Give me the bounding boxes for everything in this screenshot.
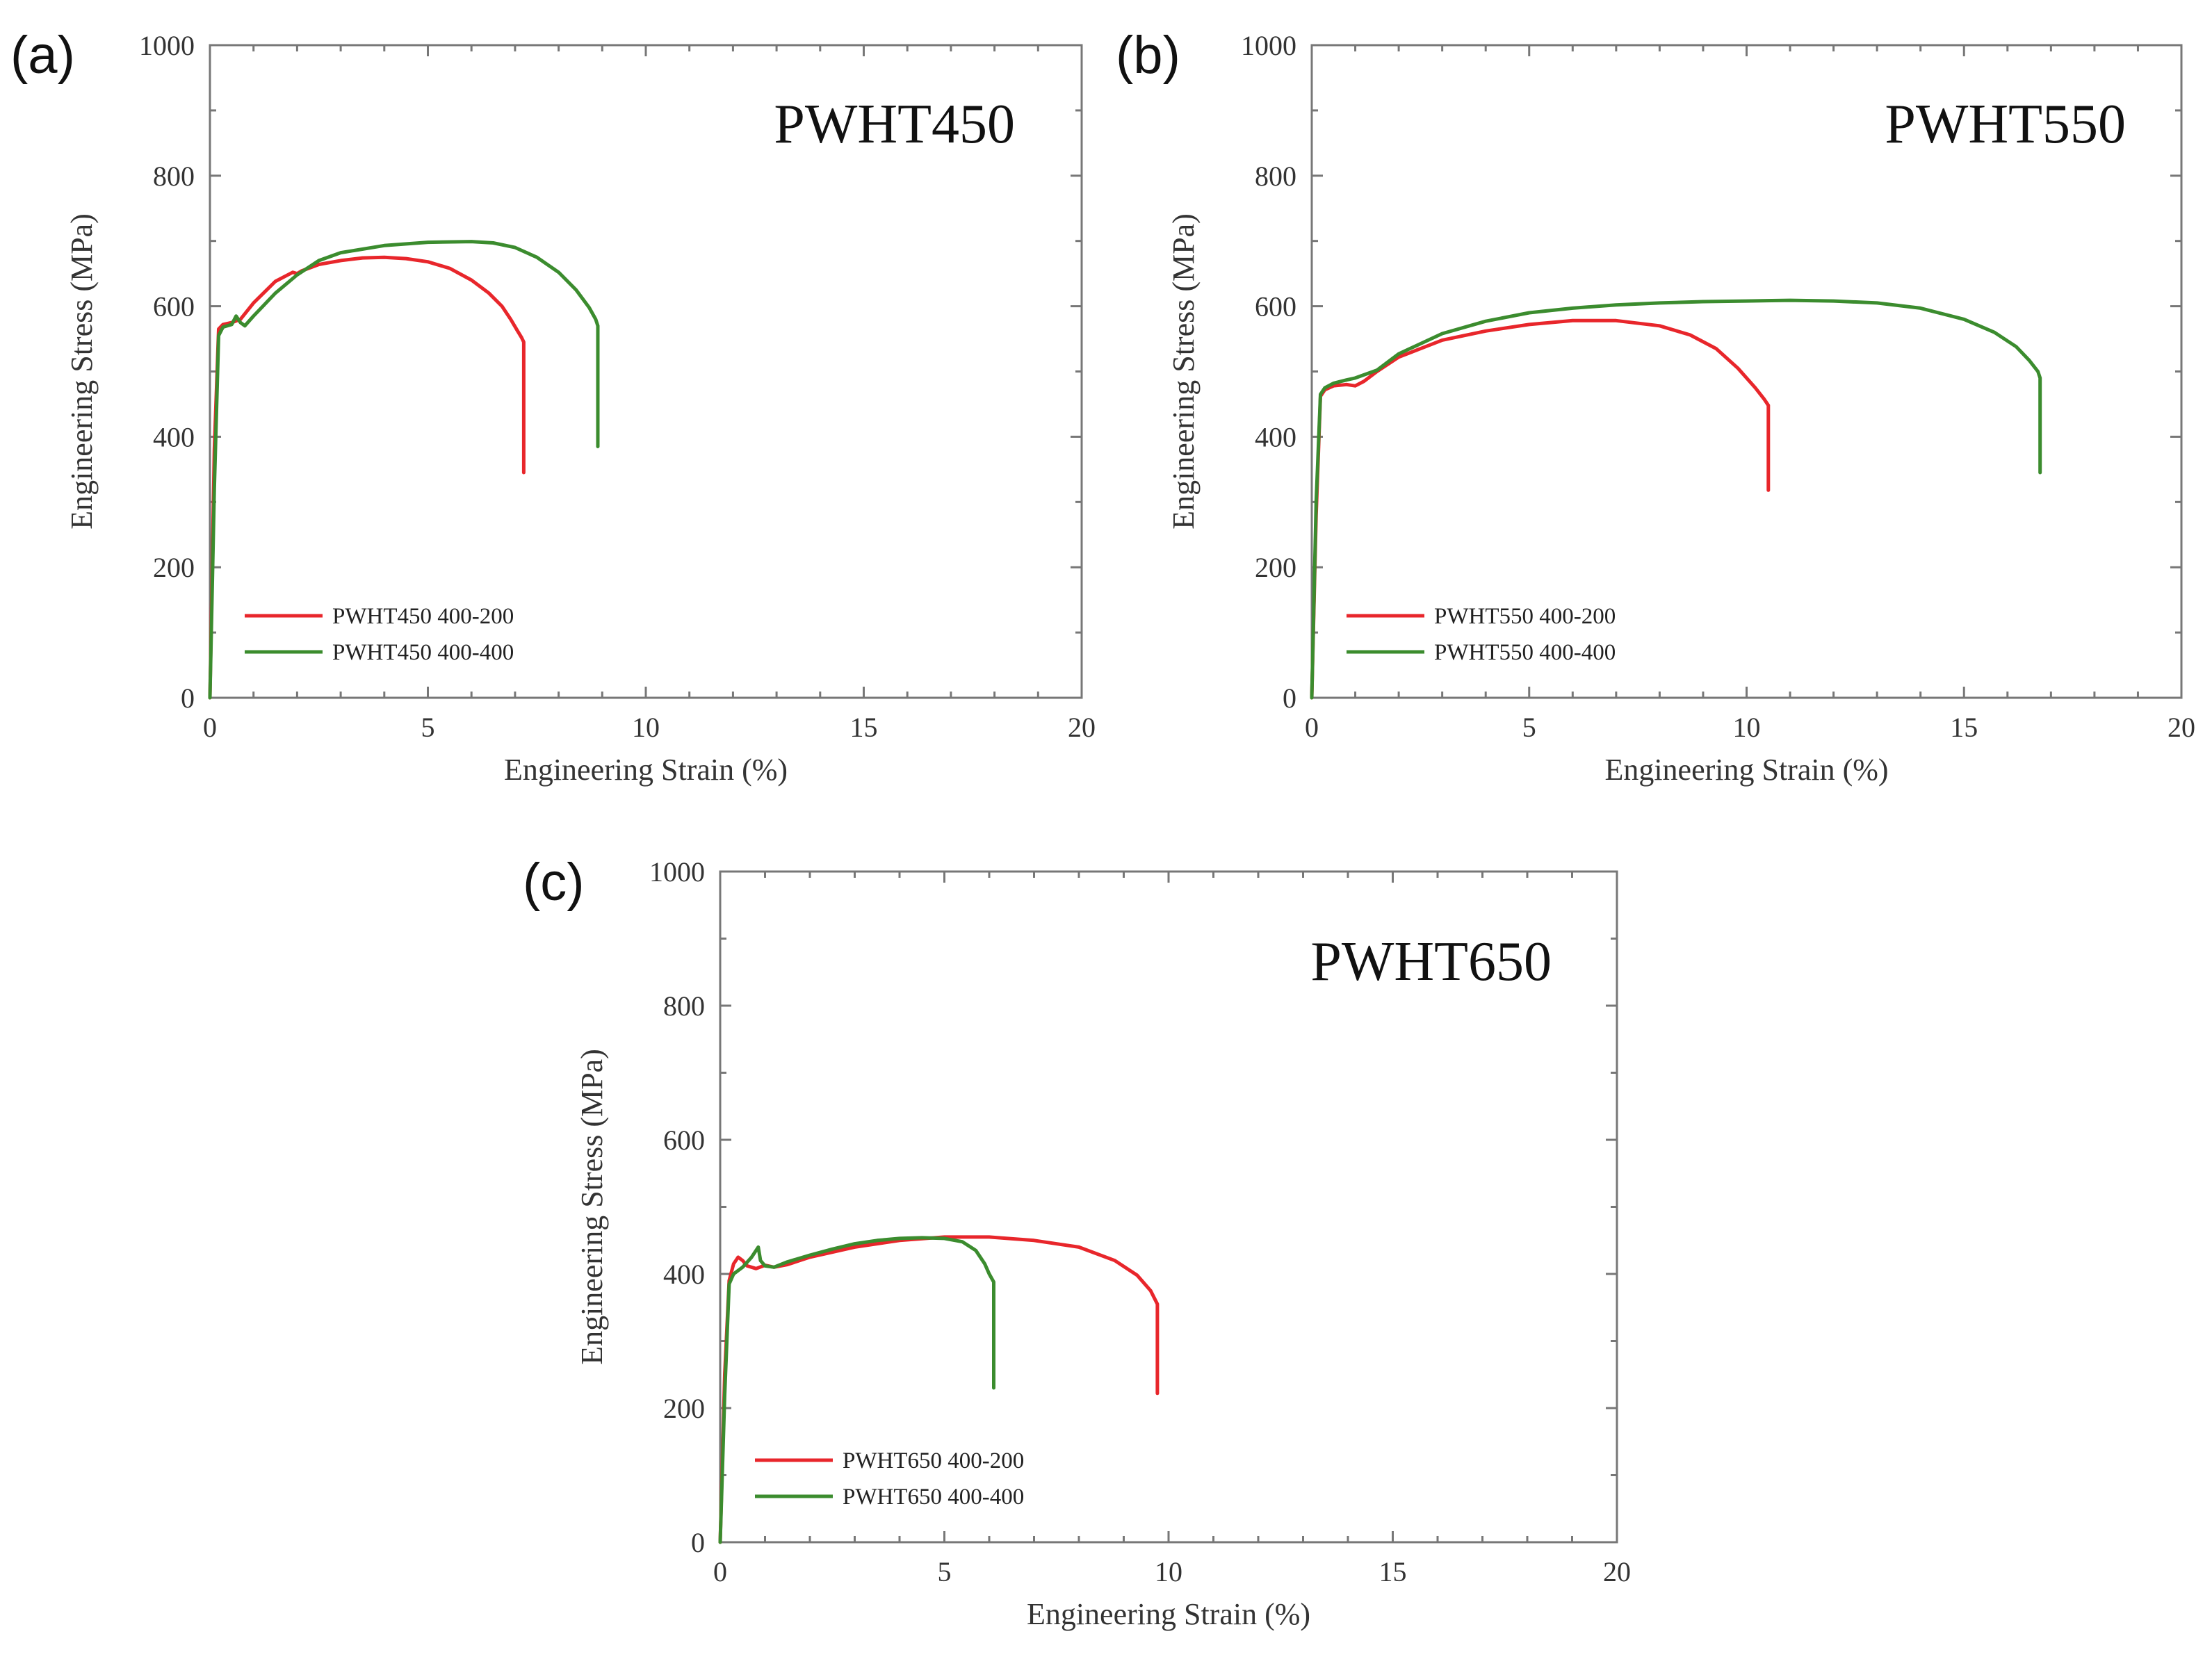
y-tick-label: 0 — [1283, 682, 1296, 714]
legend-label-1: PWHT450 400-200 — [332, 604, 514, 629]
panel-c: (c)0 5 10 15 2002004006008001000Engineering … — [523, 853, 1631, 1631]
legend-label-2: PWHT550 400-400 — [1434, 640, 1616, 665]
panel-letter: (a) — [10, 26, 75, 85]
x-tick-label: 0 — [1305, 712, 1319, 743]
y-tick-label: 600 — [1255, 291, 1296, 322]
x-tick-label: 15 — [850, 712, 878, 743]
y-tick-label: 400 — [663, 1259, 705, 1290]
x-tick-label: 20 — [1068, 712, 1096, 743]
y-tick-label: 800 — [663, 990, 705, 1022]
legend-label-2: PWHT450 400-400 — [332, 640, 514, 665]
panel-letter: (c) — [523, 853, 585, 912]
y-tick-label: 800 — [153, 161, 195, 192]
y-tick-label: 800 — [1255, 161, 1296, 192]
series-line-2 — [1310, 298, 2042, 700]
x-axis-label: Engineering Strain (%) — [504, 753, 788, 787]
y-tick-label: 1000 — [139, 30, 195, 61]
y-axis-label: Engineering Stress (MPa) — [1166, 213, 1201, 530]
x-tick-label: 5 — [421, 712, 435, 743]
legend-label-1: PWHT550 400-200 — [1434, 604, 1616, 629]
chart-title: PWHT650 — [1310, 931, 1552, 992]
chart-title: PWHT450 — [774, 94, 1015, 155]
y-tick-label: 600 — [153, 291, 195, 322]
y-tick-label: 1000 — [649, 856, 705, 888]
x-tick-label: 0 — [713, 1556, 727, 1587]
series-line-2 — [208, 240, 600, 700]
y-tick-label: 600 — [663, 1125, 705, 1156]
y-tick-label: 400 — [153, 421, 195, 452]
series-line-1 — [1310, 318, 1771, 700]
x-tick-label: 10 — [1733, 712, 1761, 743]
series-line-2 — [718, 1236, 995, 1544]
legend-label-2: PWHT650 400-400 — [843, 1485, 1024, 1510]
x-axis-label: Engineering Strain (%) — [1604, 753, 1888, 787]
x-tick-label: 20 — [1603, 1556, 1631, 1587]
panel-a: (a)0 5 10 15 2002004006008001000Engineering … — [10, 26, 1096, 787]
legend-label-1: PWHT650 400-200 — [843, 1448, 1024, 1473]
chart-title: PWHT550 — [1885, 94, 2126, 155]
y-tick-label: 200 — [1255, 552, 1296, 583]
y-tick-label: 400 — [1255, 421, 1296, 452]
y-axis-label: Engineering Stress (MPa) — [65, 213, 99, 530]
y-axis-label: Engineering Stress (MPa) — [575, 1049, 609, 1365]
x-axis-label: Engineering Strain (%) — [1027, 1597, 1310, 1631]
y-tick-label: 0 — [181, 682, 195, 714]
panel-b: (b)0 5 10 15 2002004006008001000Engineering … — [1116, 26, 2195, 787]
panel-letter: (b) — [1116, 26, 1180, 85]
x-tick-label: 20 — [2168, 712, 2195, 743]
series-line-1 — [718, 1235, 1160, 1544]
x-tick-label: 10 — [1155, 1556, 1182, 1587]
series-line-1 — [208, 255, 526, 700]
y-tick-label: 0 — [691, 1527, 705, 1558]
y-tick-label: 200 — [663, 1393, 705, 1424]
x-tick-label: 15 — [1379, 1556, 1407, 1587]
x-tick-label: 0 — [203, 712, 217, 743]
x-tick-label: 15 — [1950, 712, 1978, 743]
x-tick-label: 5 — [1522, 712, 1536, 743]
y-tick-label: 1000 — [1241, 30, 1296, 61]
x-tick-label: 10 — [632, 712, 660, 743]
x-tick-label: 5 — [938, 1556, 952, 1587]
y-tick-label: 200 — [153, 552, 195, 583]
